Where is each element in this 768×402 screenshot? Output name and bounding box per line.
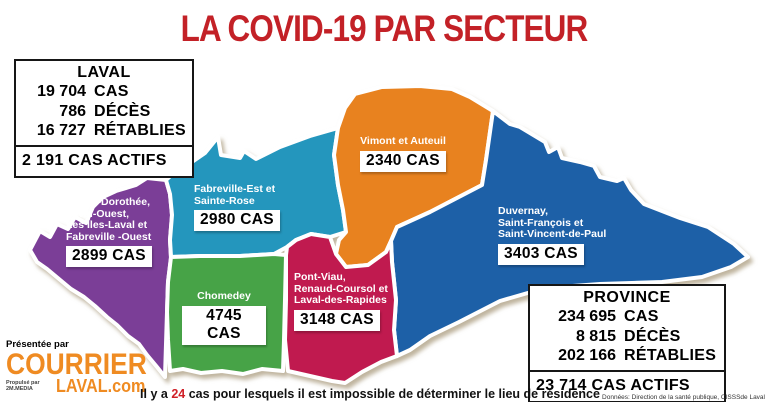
region-shape-pont-viau (283, 232, 399, 385)
laval-stats-box: LAVAL 19 704 CAS 786 DÉCÈS 16 727 RÉTABL… (14, 59, 194, 178)
region-label-vimont-auteuil: Vimont et Auteuil 2340 CAS (356, 135, 450, 172)
region-label-fabreville-est: Fabreville-Est et Sainte-Rose 2980 CAS (194, 183, 304, 231)
stat-value: 786 (59, 102, 86, 120)
province-active-cases: 23 714 CAS ACTIFS (536, 376, 690, 394)
logo-bottom-row: Propulsé par 2M.MEDIA LAVAL.com (6, 376, 166, 396)
stat-row-deces: 786 DÉCÈS (22, 102, 186, 122)
stat-label: CAS (94, 83, 129, 100)
province-stats-heading: PROVINCE (583, 289, 671, 306)
footnote: Il y a 24 cas pour lesquels il est impos… (0, 387, 740, 401)
region-name: Chomedey (197, 290, 251, 302)
region-name: Fabreville-Est et Sainte-Rose (194, 183, 276, 207)
stat-row-retablies: 202 166 RÉTABLIES (536, 346, 718, 366)
divider (530, 369, 724, 372)
stat-label: CAS (624, 308, 659, 325)
stat-row-retablies: 16 727 RÉTABLIES (22, 121, 186, 141)
stat-row-deces: 8 815 DÉCÈS (536, 327, 718, 347)
footnote-suffix: cas pour lesquels il est impossible de d… (185, 387, 600, 401)
region-name: Sainte-Dorothée, Laval-Ouest, Les Îles-L… (66, 196, 152, 243)
region-cases-badge: 2899 CAS (66, 246, 152, 267)
stat-value: 16 727 (36, 122, 86, 139)
region-cases-badge: 2980 CAS (194, 210, 280, 231)
stat-value: 202 166 (558, 347, 616, 364)
region-label-pont-viau: Pont-Viau, Renaud-Coursol et Laval-des-R… (294, 271, 394, 331)
province-stats-box: PROVINCE 234 695 CAS 8 815 DÉCÈS 202 166… (528, 284, 726, 402)
presented-by-label: Présentée par (6, 339, 69, 350)
stat-row-cas: 19 704 CAS (22, 82, 186, 102)
stat-label: DÉCÈS (94, 102, 151, 120)
footnote-number: 24 (171, 387, 186, 401)
province-stats-rows: 234 695 CAS 8 815 DÉCÈS 202 166 RÉTABLIE… (530, 307, 724, 370)
region-label-duvernay: Duvernay, Saint-François et Saint-Vincen… (498, 205, 618, 265)
region-name: Vimont et Auteuil (360, 135, 446, 147)
stat-row-cas: 234 695 CAS (536, 307, 718, 327)
region-name: Pont-Viau, Renaud-Coursol et Laval-des-R… (294, 271, 388, 306)
stat-label: RÉTABLIES (93, 122, 186, 139)
stat-value: 19 704 (37, 83, 86, 100)
region-label-sainte-dorothee: Sainte-Dorothée, Laval-Ouest, Les Îles-L… (66, 196, 178, 267)
stat-label: RÉTABLIES (624, 347, 717, 364)
footnote-prefix: Il y a (140, 387, 172, 401)
stat-value: 234 695 (558, 308, 616, 325)
page-title: LA COVID-19 PAR SECTEUR (180, 8, 589, 49)
laval-active-cases: 2 191 CAS ACTIFS (22, 151, 167, 169)
data-source-credit: Données: Direction de la santé publique,… (602, 394, 765, 401)
region-cases-badge: 2340 CAS (360, 150, 446, 172)
region-name: Duvernay, Saint-François et Saint-Vincen… (498, 205, 607, 240)
laval-com-wordmark: LAVAL.com (56, 376, 146, 396)
divider (16, 144, 192, 147)
publisher-logo: Présentée par COURRIER Propulsé par 2M.M… (6, 339, 166, 396)
powered-by-label: Propulsé par 2M.MEDIA (6, 380, 40, 392)
region-label-chomedey: Chomedey 4745 CAS (182, 290, 266, 345)
stat-label: DÉCÈS (624, 327, 681, 345)
stat-value: 8 815 (575, 327, 616, 345)
region-cases-badge: 4745 CAS (182, 305, 266, 345)
region-cases-badge: 3403 CAS (498, 243, 584, 265)
laval-stats-rows: 19 704 CAS 786 DÉCÈS 16 727 RÉTABLIES (16, 82, 192, 145)
region-cases-badge: 3148 CAS (294, 309, 380, 331)
laval-stats-heading: LAVAL (77, 64, 131, 81)
courrier-wordmark: COURRIER (6, 348, 147, 381)
